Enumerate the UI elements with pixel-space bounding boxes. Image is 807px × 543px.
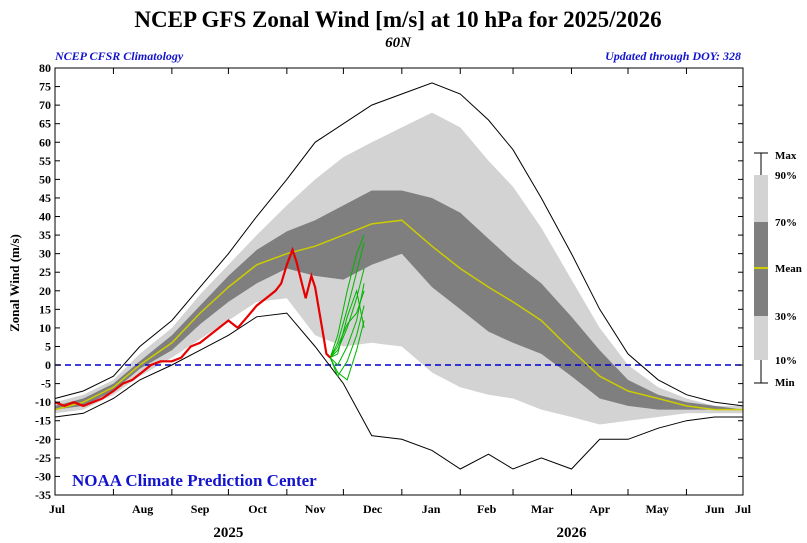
y-tick-label: -25 [35, 451, 51, 465]
max-line [54, 82, 744, 407]
x-tick-label: Oct [248, 502, 267, 516]
legend-label-mean: Mean [775, 263, 802, 275]
x-tick-label: Feb [477, 502, 497, 516]
x-tick-label: Jul [49, 502, 66, 516]
y-tick-label: 80 [39, 61, 51, 75]
band-30-70 [55, 190, 743, 410]
legend-label-max: Max [775, 150, 797, 162]
watermark-label: NOAA Climate Prediction Center [72, 471, 317, 490]
y-tick-label: 10 [39, 321, 51, 335]
legend-label-p10: 10% [775, 355, 797, 367]
y-tick-label: 60 [39, 135, 51, 149]
legend-label-p30: 30% [775, 311, 797, 323]
year-label: 2026 [556, 525, 587, 541]
forecast-member-4 [329, 283, 365, 366]
y-tick-label: -30 [35, 469, 51, 483]
y-tick-label: 35 [39, 228, 51, 242]
y-tick-label: -20 [35, 432, 51, 446]
y-tick-label: -15 [35, 414, 51, 428]
legend-label-min: Min [775, 377, 795, 389]
forecast-member-6 [329, 288, 365, 359]
legend: Max 90% 70% Mean 30% 10% Min [754, 150, 802, 389]
x-tick-label: Apr [589, 502, 610, 516]
y-tick-label: -10 [35, 395, 51, 409]
forecast-member-2 [329, 242, 365, 358]
forecast-member-7 [329, 320, 365, 381]
series-lines [54, 82, 744, 470]
y-tick-label: 65 [39, 117, 51, 131]
climatology-bands [55, 112, 743, 425]
y-tick-label: -5 [41, 377, 51, 391]
plot-frame [54, 67, 744, 496]
y-tick-label: 40 [39, 210, 51, 224]
y-tick-label: 50 [39, 172, 51, 186]
y-tick-label: -35 [35, 488, 51, 502]
x-tick-label: Dec [363, 502, 383, 516]
x-tick-label: Aug [132, 502, 153, 516]
min-line [54, 312, 743, 470]
y-tick-label: 75 [39, 80, 51, 94]
chart-title: NCEP GFS Zonal Wind [m/s] at 10 hPa for … [134, 7, 661, 32]
x-tick-label: Mar [531, 502, 554, 516]
legend-label-p70: 70% [775, 217, 797, 229]
x-tick-label: Sep [191, 502, 210, 516]
y-tick-label: 0 [45, 358, 51, 372]
update-status-note: Updated through DOY: 328 [605, 49, 741, 63]
y-tick-label: 5 [45, 339, 51, 353]
legend-label-p90: 90% [775, 170, 797, 182]
y-tick-label: 70 [39, 98, 51, 112]
band-10-90 [55, 112, 743, 425]
forecast-member-3 [329, 268, 365, 358]
axis-ticks: 80757065605550454035302520151050-5-10-15… [35, 61, 752, 541]
y-tick-label: 25 [39, 265, 51, 279]
y-tick-label: 55 [39, 154, 51, 168]
y-tick-label: 45 [39, 191, 51, 205]
climatology-source-note: NCEP CFSR Climatology [54, 49, 184, 63]
forecast-member-1 [329, 234, 365, 358]
y-axis-label: Zonal Wind (m/s) [7, 234, 22, 332]
forecast-member-5 [329, 305, 365, 378]
observed-line [54, 246, 331, 408]
y-tick-label: 15 [39, 302, 51, 316]
x-tick-label: Jan [422, 502, 441, 516]
x-tick-label: Nov [305, 502, 326, 516]
x-tick-label: Jul [735, 502, 752, 516]
x-tick-label: May [646, 502, 669, 516]
mean-line [54, 219, 743, 411]
y-tick-label: 20 [39, 284, 51, 298]
forecast-member-8 [329, 290, 365, 358]
year-label: 2025 [213, 525, 243, 541]
chart-subtitle: 60N [385, 35, 412, 51]
x-tick-label: Jun [705, 502, 725, 516]
y-tick-label: 30 [39, 247, 51, 261]
